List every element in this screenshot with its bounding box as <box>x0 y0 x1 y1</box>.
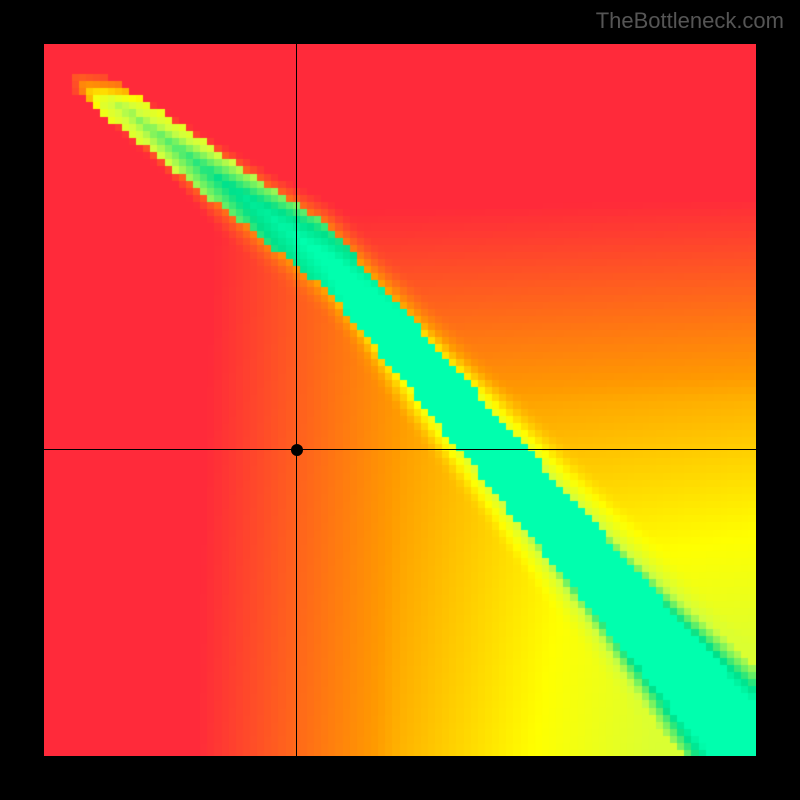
heatmap-canvas <box>44 44 756 756</box>
heatmap-chart <box>44 44 756 756</box>
watermark-text: TheBottleneck.com <box>596 8 784 34</box>
crosshair-horizontal <box>44 449 756 450</box>
data-point-marker <box>291 444 303 456</box>
crosshair-vertical <box>296 44 297 756</box>
